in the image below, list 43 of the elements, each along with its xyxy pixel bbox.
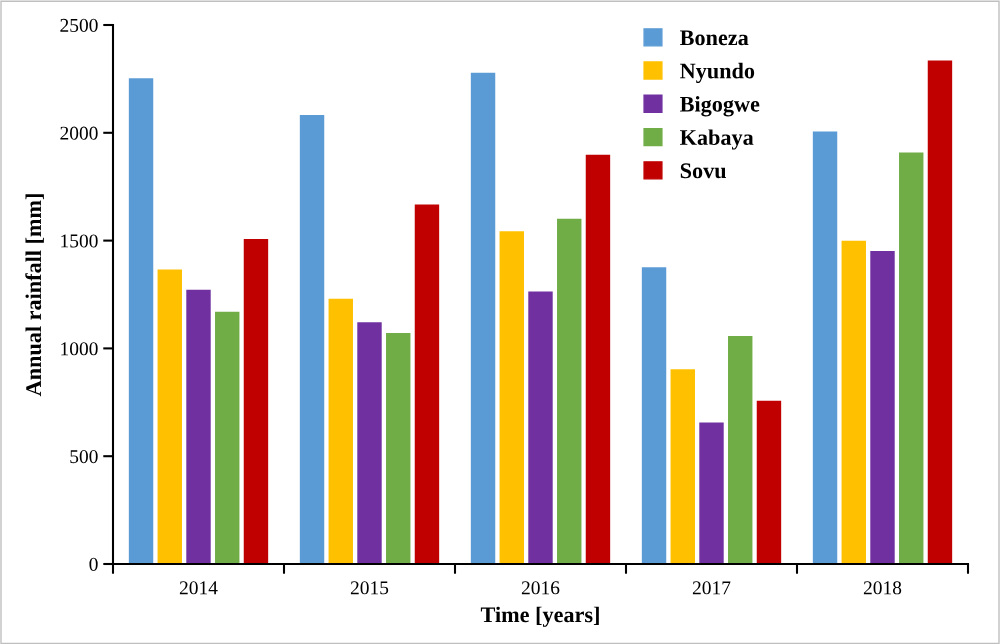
y-tick-label: 2000 bbox=[60, 126, 98, 140]
bar bbox=[870, 250, 895, 564]
bar bbox=[470, 72, 496, 564]
bar bbox=[927, 60, 953, 564]
bar bbox=[641, 267, 667, 564]
bar bbox=[841, 240, 866, 564]
legend-label: Kabaya bbox=[680, 129, 754, 150]
legend-label: Sovu bbox=[680, 163, 726, 179]
y-axis-title: Annual rainfall [mm] bbox=[25, 194, 44, 397]
bar bbox=[128, 78, 154, 564]
bar bbox=[386, 333, 411, 564]
x-tick-label: 2016 bbox=[521, 581, 560, 595]
y-tick-label: 1500 bbox=[61, 234, 98, 248]
x-tick-label: 2018 bbox=[863, 581, 902, 595]
x-axis-title: Time [years] bbox=[480, 606, 599, 627]
y-tick-label: 0 bbox=[89, 557, 98, 571]
bar bbox=[585, 154, 611, 564]
legend-label: Nyundo bbox=[680, 62, 755, 84]
x-tick-label: 2017 bbox=[692, 581, 731, 595]
bar bbox=[812, 131, 838, 564]
bar bbox=[670, 369, 695, 564]
bar bbox=[499, 231, 524, 564]
x-tick-label: 2015 bbox=[350, 581, 389, 595]
y-tick-label: 2500 bbox=[60, 18, 98, 32]
legend-label: Bigogwe bbox=[680, 96, 760, 117]
y-tick-label: 1000 bbox=[61, 342, 98, 356]
bar bbox=[186, 289, 211, 564]
bar bbox=[328, 298, 353, 564]
bar bbox=[243, 238, 269, 564]
bar bbox=[699, 422, 724, 564]
legend-label: Boneza bbox=[680, 30, 749, 46]
bar bbox=[215, 311, 240, 564]
bar bbox=[357, 322, 382, 564]
y-tick-label: 500 bbox=[70, 450, 98, 464]
bar bbox=[756, 400, 782, 564]
bar bbox=[528, 291, 553, 564]
bar bbox=[557, 218, 582, 564]
bar bbox=[728, 336, 753, 564]
x-tick-label: 2014 bbox=[179, 581, 218, 595]
bar bbox=[414, 204, 440, 564]
bar bbox=[899, 152, 924, 564]
bar bbox=[157, 269, 182, 564]
bar bbox=[299, 115, 325, 564]
